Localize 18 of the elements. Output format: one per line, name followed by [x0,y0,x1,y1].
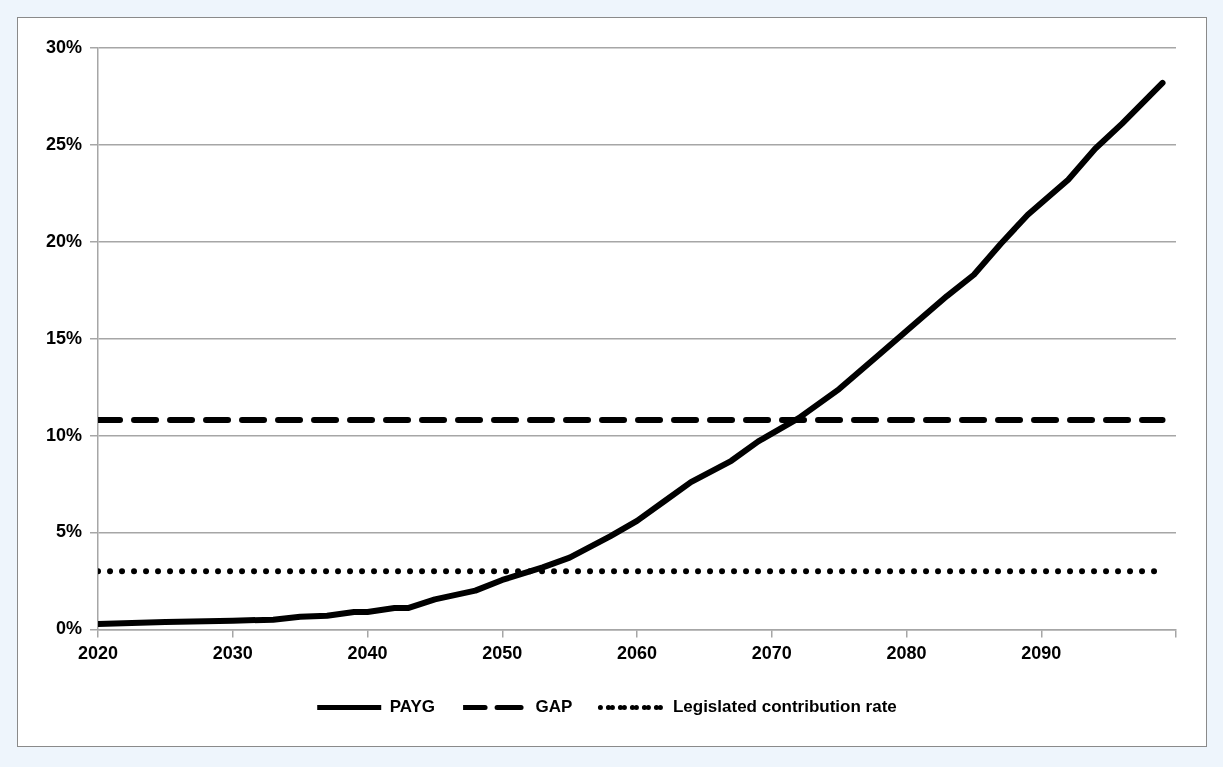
legend-label: Legislated contribution rate [672,697,897,717]
x-tick-label: 2080 [886,643,927,664]
x-tick-label: 2030 [212,643,253,664]
x-tick-label: 2040 [347,643,388,664]
y-tick-label: 30% [46,36,83,57]
y-tick-label: 0% [56,618,83,639]
y-tick-label: 15% [46,327,83,348]
y-tick-label: 25% [46,133,83,154]
legend-label: PAYG [389,697,436,717]
x-tick-label: 2020 [78,643,119,664]
x-tick-label: 2090 [1021,643,1062,664]
x-tick-label: 2070 [751,643,792,664]
y-tick-label: 10% [46,424,83,445]
y-tick-label: 5% [56,521,83,542]
x-tick-label: 2060 [616,643,658,664]
y-tick-label: 20% [46,230,83,251]
x-tick-label: 2050 [482,643,523,664]
legend-label: GAP [535,697,573,717]
